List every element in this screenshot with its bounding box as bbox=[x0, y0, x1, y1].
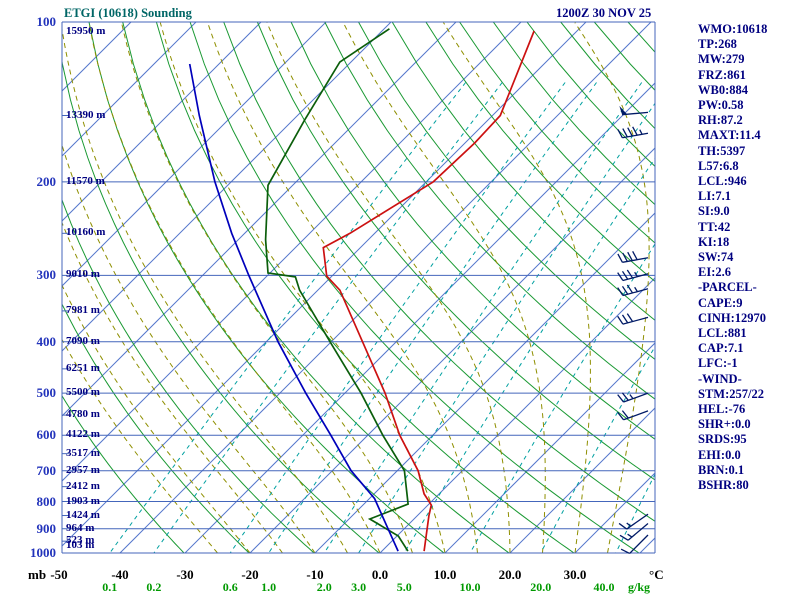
stat-line: LCL:881 bbox=[698, 326, 747, 341]
stat-line: EI:2.6 bbox=[698, 265, 731, 280]
mixing-ratio-tick-label: 10.0 bbox=[459, 580, 481, 594]
temp-tick-label: 30.0 bbox=[563, 567, 587, 582]
mixing-ratio-tick-label: 1.0 bbox=[261, 580, 277, 594]
mixing-unit-label: g/kg bbox=[628, 580, 651, 594]
stat-line: -PARCEL- bbox=[698, 280, 757, 295]
mixing-ratio-tick-label: 3.0 bbox=[351, 580, 367, 594]
height-label: 6251 m bbox=[66, 361, 100, 374]
stat-line: TT:42 bbox=[698, 219, 731, 234]
height-label: 5500 m bbox=[66, 386, 100, 399]
mixing-ratio-tick-label: 5.0 bbox=[396, 580, 412, 594]
pressure-tick-label: 900 bbox=[36, 520, 57, 536]
height-label: 103 m bbox=[66, 539, 95, 551]
height-label: 523 m bbox=[66, 534, 95, 547]
temp-tick-label: -10 bbox=[306, 567, 324, 582]
stat-line: BRN:0.1 bbox=[698, 462, 745, 477]
pressure-tick-label: 300 bbox=[36, 267, 57, 283]
stat-line: WB0:884 bbox=[698, 82, 748, 97]
stat-line: FRZ:861 bbox=[698, 67, 746, 82]
stat-line: SHR+:0.0 bbox=[698, 417, 751, 432]
height-label: 15950 m bbox=[66, 25, 106, 37]
height-label: 10160 m bbox=[66, 226, 106, 239]
pressure-tick-label: 500 bbox=[36, 385, 57, 401]
height-label: 9010 m bbox=[66, 268, 100, 281]
stat-line: CINH:12970 bbox=[698, 310, 767, 325]
temp-tick-label: -40 bbox=[111, 567, 129, 582]
pressure-tick-label: 200 bbox=[36, 173, 57, 189]
mixing-ratio-tick-label: 0.6 bbox=[222, 580, 238, 594]
mixing-ratio-tick-label: 20.0 bbox=[530, 580, 552, 594]
chart-title: ETGI (10618) Sounding bbox=[64, 6, 192, 20]
stat-line: CAPE:9 bbox=[698, 295, 743, 310]
stat-line: HEL:-76 bbox=[698, 402, 746, 417]
temp-tick-label: 0.0 bbox=[371, 567, 389, 582]
stat-line: PW:0.58 bbox=[698, 98, 744, 113]
mixing-ratio-tick-label: 2.0 bbox=[316, 580, 332, 594]
height-label: 13390 m bbox=[66, 108, 106, 121]
stat-line: MW:279 bbox=[698, 52, 745, 67]
stat-line: TP:268 bbox=[698, 37, 737, 52]
height-label: 4122 m bbox=[66, 428, 100, 441]
mixing-ratio-tick-label: 40.0 bbox=[593, 580, 615, 594]
temp-tick-label: 20.0 bbox=[498, 567, 522, 582]
pressure-tick-label: 800 bbox=[36, 493, 57, 509]
stat-line: WMO:10618 bbox=[698, 22, 768, 36]
stat-line: STM:257/22 bbox=[698, 386, 764, 401]
stat-line: LI:7.1 bbox=[698, 189, 731, 204]
chart-datetime: 1200Z 30 NOV 25 bbox=[556, 6, 652, 20]
stat-line: L57:6.8 bbox=[698, 158, 739, 173]
temp-unit-label: °C bbox=[649, 567, 664, 582]
wet-bulb-trace bbox=[188, 63, 399, 552]
height-label: 11570 m bbox=[66, 174, 105, 187]
pressure-tick-label: 400 bbox=[36, 333, 57, 349]
height-label: 7981 m bbox=[66, 303, 100, 316]
stat-line: CAP:7.1 bbox=[698, 341, 744, 356]
stat-line: KI:18 bbox=[698, 234, 730, 249]
mixing-ratio-lines bbox=[109, 82, 655, 553]
temperature-trace bbox=[322, 30, 535, 552]
pressure-gridlines bbox=[61, 21, 656, 554]
height-label: 964 m bbox=[66, 521, 95, 534]
height-label: 7090 m bbox=[66, 334, 100, 347]
stat-line: RH:87.2 bbox=[698, 113, 743, 128]
wind-barbs bbox=[617, 105, 649, 554]
pressure-unit-label: mb bbox=[28, 567, 47, 582]
temp-tick-label: -20 bbox=[241, 567, 259, 582]
temp-tick-label: 10.0 bbox=[433, 567, 457, 582]
mixing-ratio-tick-label: 0.2 bbox=[146, 580, 162, 594]
pressure-tick-label: 700 bbox=[36, 462, 57, 478]
dewpoint-trace bbox=[264, 28, 410, 552]
stat-line: BSHR:80 bbox=[698, 478, 749, 493]
pressure-tick-label: 600 bbox=[36, 427, 57, 443]
stat-line: LCL:946 bbox=[698, 174, 747, 189]
stat-line: SI:9.0 bbox=[698, 204, 730, 219]
height-label: 2412 m bbox=[66, 479, 100, 492]
stat-line: EHI:0.0 bbox=[698, 447, 741, 462]
height-label: 2957 m bbox=[66, 463, 100, 476]
stats-panel: WMO:10618 TP:268 MW:279 FRZ:861 WB0:884 PW:0.… bbox=[698, 22, 767, 493]
height-label: 4780 m bbox=[66, 408, 100, 421]
temp-tick-label: -30 bbox=[176, 567, 194, 582]
pressure-tick-label: 1000 bbox=[30, 545, 56, 560]
height-label: 1424 m bbox=[66, 508, 100, 521]
temp-tick-label: -50 bbox=[50, 567, 68, 582]
stat-line: SRDS:95 bbox=[698, 432, 747, 447]
height-label: 1903 m bbox=[66, 494, 100, 507]
stat-line: TH:5397 bbox=[698, 143, 746, 158]
stat-line: MAXT:11.4 bbox=[698, 128, 761, 143]
stat-line: SW:74 bbox=[698, 250, 734, 265]
pressure-tick-label: 100 bbox=[36, 14, 57, 29]
stat-line: LFC:-1 bbox=[698, 356, 738, 371]
height-label: 3517 m bbox=[66, 446, 100, 459]
mixing-ratio-tick-label: 0.1 bbox=[102, 580, 118, 594]
stat-line: -WIND- bbox=[698, 371, 742, 386]
